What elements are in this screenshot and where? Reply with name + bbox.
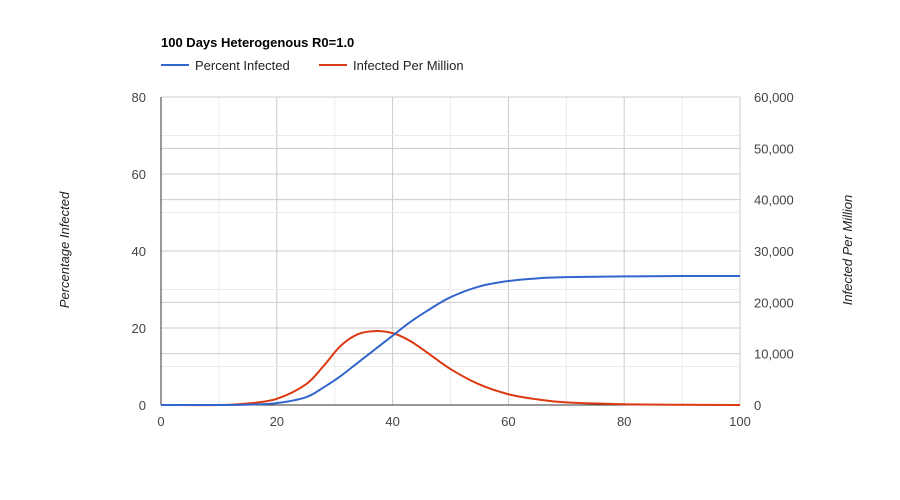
y-tick-label-right: 40,000 [754, 193, 794, 208]
series-line-percent-infected [160, 274, 741, 407]
series-lines [160, 274, 741, 407]
y-axis-title-right: Infected Per Million [840, 195, 855, 306]
legend: Percent Infected Infected Per Million [161, 58, 464, 73]
chart-title: 100 Days Heterogenous R0=1.0 [161, 35, 354, 50]
x-tick-label: 40 [385, 414, 399, 429]
y-tick-label-right: 10,000 [754, 347, 794, 362]
legend-label-infected-per-million: Infected Per Million [353, 58, 464, 73]
y-tick-label-right: 30,000 [754, 244, 794, 259]
x-tick-label: 60 [501, 414, 515, 429]
y-tick-label-right: 0 [754, 398, 761, 413]
series-line-infected-per-million [160, 330, 741, 407]
tick-labels: 0 20 40 60 80 100020406080010,00020,00030,000… [132, 90, 794, 429]
y-axis-title-left: Percentage Infected [57, 191, 72, 308]
y-tick-label-right: 60,000 [754, 90, 794, 105]
y-tick-label-left: 20 [132, 321, 146, 336]
x-tick-label: 20 [270, 414, 284, 429]
gridlines [161, 96, 741, 405]
x-tick-label: 100 [729, 414, 751, 429]
y-tick-label-right: 20,000 [754, 295, 794, 310]
y-tick-label-left: 80 [132, 90, 146, 105]
legend-label-percent-infected: Percent Infected [195, 58, 290, 73]
x-tick-label: 80 [617, 414, 631, 429]
y-tick-label-left: 40 [132, 244, 146, 259]
y-tick-label-left: 0 [139, 398, 146, 413]
x-tick-label: 0 [157, 414, 164, 429]
y-tick-label-left: 60 [132, 167, 146, 182]
y-tick-label-right: 50,000 [754, 141, 794, 156]
